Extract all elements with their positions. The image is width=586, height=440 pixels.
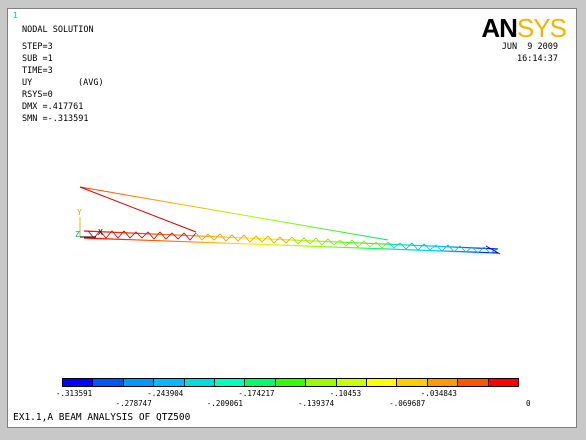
legend-label-bottom: 0 [526, 399, 531, 408]
dmx-label: DMX =.417761 [22, 102, 84, 112]
legend-bottom-labels: -.278747 -.209061 -.139374 -.069687 0 [62, 399, 562, 411]
legend-swatch [366, 378, 398, 387]
legend-swatch [274, 378, 307, 387]
time-label: TIME=3 [22, 66, 53, 76]
jib-top-chord [83, 230, 499, 250]
logo-sys: SYS [516, 13, 567, 43]
smn-label: SMN =-.313591 [22, 114, 89, 124]
date-label: JUN 9 2009 [501, 42, 558, 52]
legend-swatch [305, 378, 337, 387]
legend-swatch [457, 378, 489, 387]
legend-swatch [487, 378, 519, 387]
legend-label-top: -.243904 [147, 389, 184, 398]
item-label: UY [22, 78, 33, 88]
window-number: 1 [13, 11, 18, 20]
beam-model-plot: Y Z X [75, 186, 501, 255]
legend-label-bottom: -.069687 [389, 399, 426, 408]
step-label: STEP=3 [22, 42, 53, 52]
legend-label-bottom: -.209061 [206, 399, 243, 408]
triad-z-label: Z [75, 230, 80, 239]
plot-title: EX1.1,A BEAM ANALYSIS OF QTZ500 [13, 412, 191, 423]
legend-top-labels: -.313591 -.243904 -.174217 -.10453 -.034843 [56, 387, 562, 399]
legend-swatch [153, 378, 185, 387]
legend-swatch [244, 378, 276, 387]
avg-label: (AVG) [78, 78, 104, 88]
solution-type-label: NODAL SOLUTION [22, 25, 94, 35]
tie-rod-short [79, 186, 197, 233]
contour-legend: -.313591 -.243904 -.174217 -.10453 -.034843 … [56, 378, 562, 411]
graphics-window[interactable]: 1 NODAL SOLUTION STEP=3 SUB =1 TIME=3 UY… [7, 8, 577, 428]
legend-color-bar [62, 378, 519, 387]
logo-an: AN [481, 13, 518, 43]
sub-label: SUB =1 [22, 54, 53, 64]
triad-x-label: X [98, 228, 103, 237]
legend-swatch [92, 378, 124, 387]
jib-lacing-green [291, 236, 389, 249]
jib-tip-line [485, 245, 501, 255]
ansys-logo: ANSYS [481, 13, 567, 43]
legend-swatch [62, 378, 94, 387]
legend-swatch [335, 378, 367, 387]
legend-label-bottom: -.278747 [115, 399, 152, 408]
legend-swatch [122, 378, 155, 387]
jib-lacing-orange [195, 232, 293, 244]
legend-label-top: -.034843 [420, 389, 457, 398]
legend-label-bottom: -.139374 [298, 399, 335, 408]
jib-lacing-cyan [387, 241, 499, 254]
legend-label-top: -.174217 [238, 389, 275, 398]
legend-swatch [214, 378, 246, 387]
rsys-label: RSYS=0 [22, 90, 53, 100]
jib-bottom-chord [83, 237, 499, 254]
triad-y-label: Y [77, 208, 82, 217]
legend-swatch [396, 378, 428, 387]
tie-rod-long [79, 186, 389, 241]
legend-swatch [183, 378, 215, 387]
legend-label-top: -.313591 [56, 389, 93, 398]
legend-swatch [426, 378, 459, 387]
time-of-day-label: 16:14:37 [517, 54, 558, 64]
legend-label-top: -.10453 [329, 389, 362, 398]
jib-lacing-red [87, 230, 197, 241]
